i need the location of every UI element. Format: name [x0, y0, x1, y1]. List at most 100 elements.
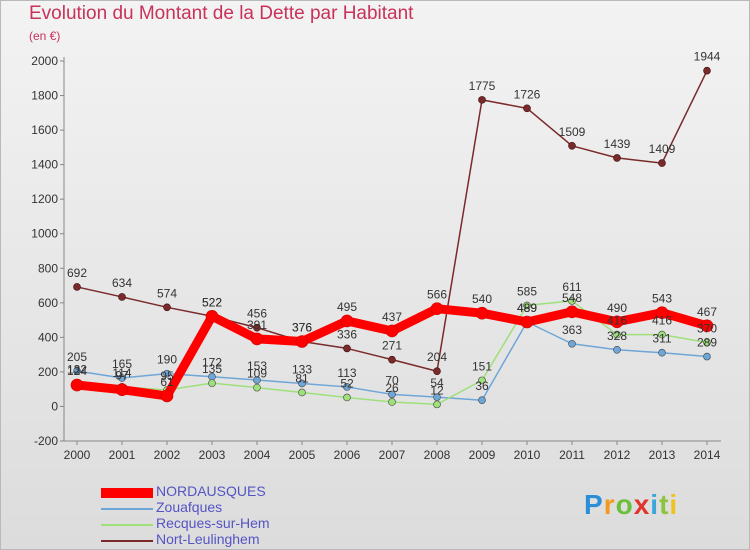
- data-label: 114: [112, 366, 131, 380]
- data-point-0: [250, 332, 264, 346]
- data-point-1: [478, 396, 486, 405]
- legend-swatch: [101, 508, 153, 510]
- data-point-0: [70, 378, 84, 392]
- data-point-2: [298, 388, 306, 397]
- data-label: 522: [202, 295, 222, 309]
- data-label: 456: [247, 307, 267, 321]
- data-point-3: [343, 344, 351, 353]
- data-label: 271: [382, 339, 402, 353]
- data-point-3: [433, 367, 441, 376]
- data-label: 151: [472, 359, 492, 373]
- data-label: 489: [517, 301, 537, 315]
- data-point-0: [160, 389, 174, 403]
- data-point-3: [73, 283, 81, 291]
- data-point-3: [613, 154, 621, 162]
- x-tick-label: 2014: [694, 448, 721, 462]
- y-tick-label: 1400: [31, 158, 58, 172]
- data-label: 566: [427, 288, 447, 302]
- data-point-3: [703, 66, 711, 75]
- x-tick-label: 2004: [244, 448, 271, 462]
- data-label: 133: [292, 362, 312, 376]
- x-tick-label: 2009: [469, 448, 496, 462]
- data-point-2: [568, 297, 576, 305]
- data-point-2: [343, 393, 351, 402]
- legend-label: Recques-sur-Hem: [156, 515, 270, 531]
- data-point-0: [295, 335, 309, 348]
- data-point-3: [658, 159, 666, 167]
- legend-label: NORDAUSQUES: [156, 483, 266, 499]
- y-tick-label: 0: [51, 399, 58, 413]
- data-label: 548: [562, 291, 582, 305]
- data-point-0: [385, 324, 399, 338]
- data-label: 495: [337, 300, 357, 314]
- data-label: 12: [430, 383, 444, 397]
- data-point-2: [658, 330, 666, 339]
- data-label: 391: [247, 318, 267, 332]
- data-point-0: [610, 315, 624, 329]
- data-label: 328: [607, 329, 627, 343]
- legend-label: Zouafques: [156, 499, 223, 515]
- data-point-0: [430, 302, 444, 315]
- data-point-1: [253, 376, 261, 384]
- x-tick-label: 2001: [109, 448, 136, 462]
- data-point-3: [253, 323, 261, 332]
- data-point-0: [115, 383, 129, 397]
- data-point-1: [73, 367, 81, 375]
- data-point-2: [433, 400, 441, 409]
- data-label: 1439: [604, 137, 631, 151]
- data-label: 611: [562, 280, 581, 294]
- data-point-0: [700, 319, 714, 333]
- data-label: 135: [202, 362, 222, 376]
- chart-subtitle: (en €): [29, 29, 61, 43]
- data-label: 132: [67, 363, 87, 377]
- y-tick-label: 1800: [31, 89, 58, 103]
- data-point-2: [253, 383, 261, 392]
- data-label: 1726: [514, 87, 541, 101]
- x-tick-label: 2005: [289, 448, 316, 462]
- data-label: 416: [607, 314, 627, 328]
- chart-title: Evolution du Montant de la Dette par Hab…: [29, 3, 414, 24]
- data-label: 376: [292, 321, 312, 335]
- data-label: 113: [337, 366, 356, 380]
- data-point-0: [205, 309, 219, 323]
- y-tick-label: 1600: [31, 123, 58, 137]
- data-label: 543: [652, 292, 672, 306]
- y-tick-label: 200: [38, 365, 58, 379]
- data-label: 97: [115, 369, 129, 383]
- legend-swatch: [101, 488, 153, 498]
- data-label: 1409: [649, 142, 676, 156]
- data-label: 205: [67, 350, 87, 364]
- data-point-3: [478, 96, 486, 104]
- data-point-0: [520, 315, 534, 329]
- data-point-0: [475, 306, 489, 320]
- y-tick-label: 600: [38, 296, 58, 310]
- data-point-0: [655, 306, 669, 319]
- data-label: 190: [157, 353, 177, 367]
- data-point-2: [703, 338, 711, 347]
- data-label: 311: [652, 332, 671, 346]
- data-label: 370: [697, 322, 717, 336]
- data-label: 204: [427, 350, 447, 364]
- data-point-1: [343, 383, 351, 391]
- data-label: 26: [385, 381, 399, 395]
- data-point-1: [568, 339, 576, 348]
- x-tick-label: 2011: [559, 448, 585, 462]
- data-label: 634: [112, 276, 132, 290]
- x-tick-label: 2007: [379, 448, 406, 462]
- data-label: 124: [67, 364, 87, 378]
- x-tick-label: 2006: [334, 448, 361, 462]
- data-label: 585: [517, 284, 537, 298]
- data-point-1: [163, 369, 171, 378]
- data-point-3: [523, 104, 531, 113]
- data-point-0: [340, 314, 354, 328]
- data-label: 153: [247, 359, 267, 373]
- legend-swatch: [101, 524, 153, 526]
- data-label: 54: [430, 376, 444, 390]
- data-label: 540: [472, 292, 492, 306]
- data-label: 467: [697, 305, 717, 319]
- data-point-2: [523, 301, 531, 310]
- data-point-1: [118, 374, 126, 382]
- data-label: 61: [160, 375, 174, 389]
- data-label: 172: [202, 356, 222, 370]
